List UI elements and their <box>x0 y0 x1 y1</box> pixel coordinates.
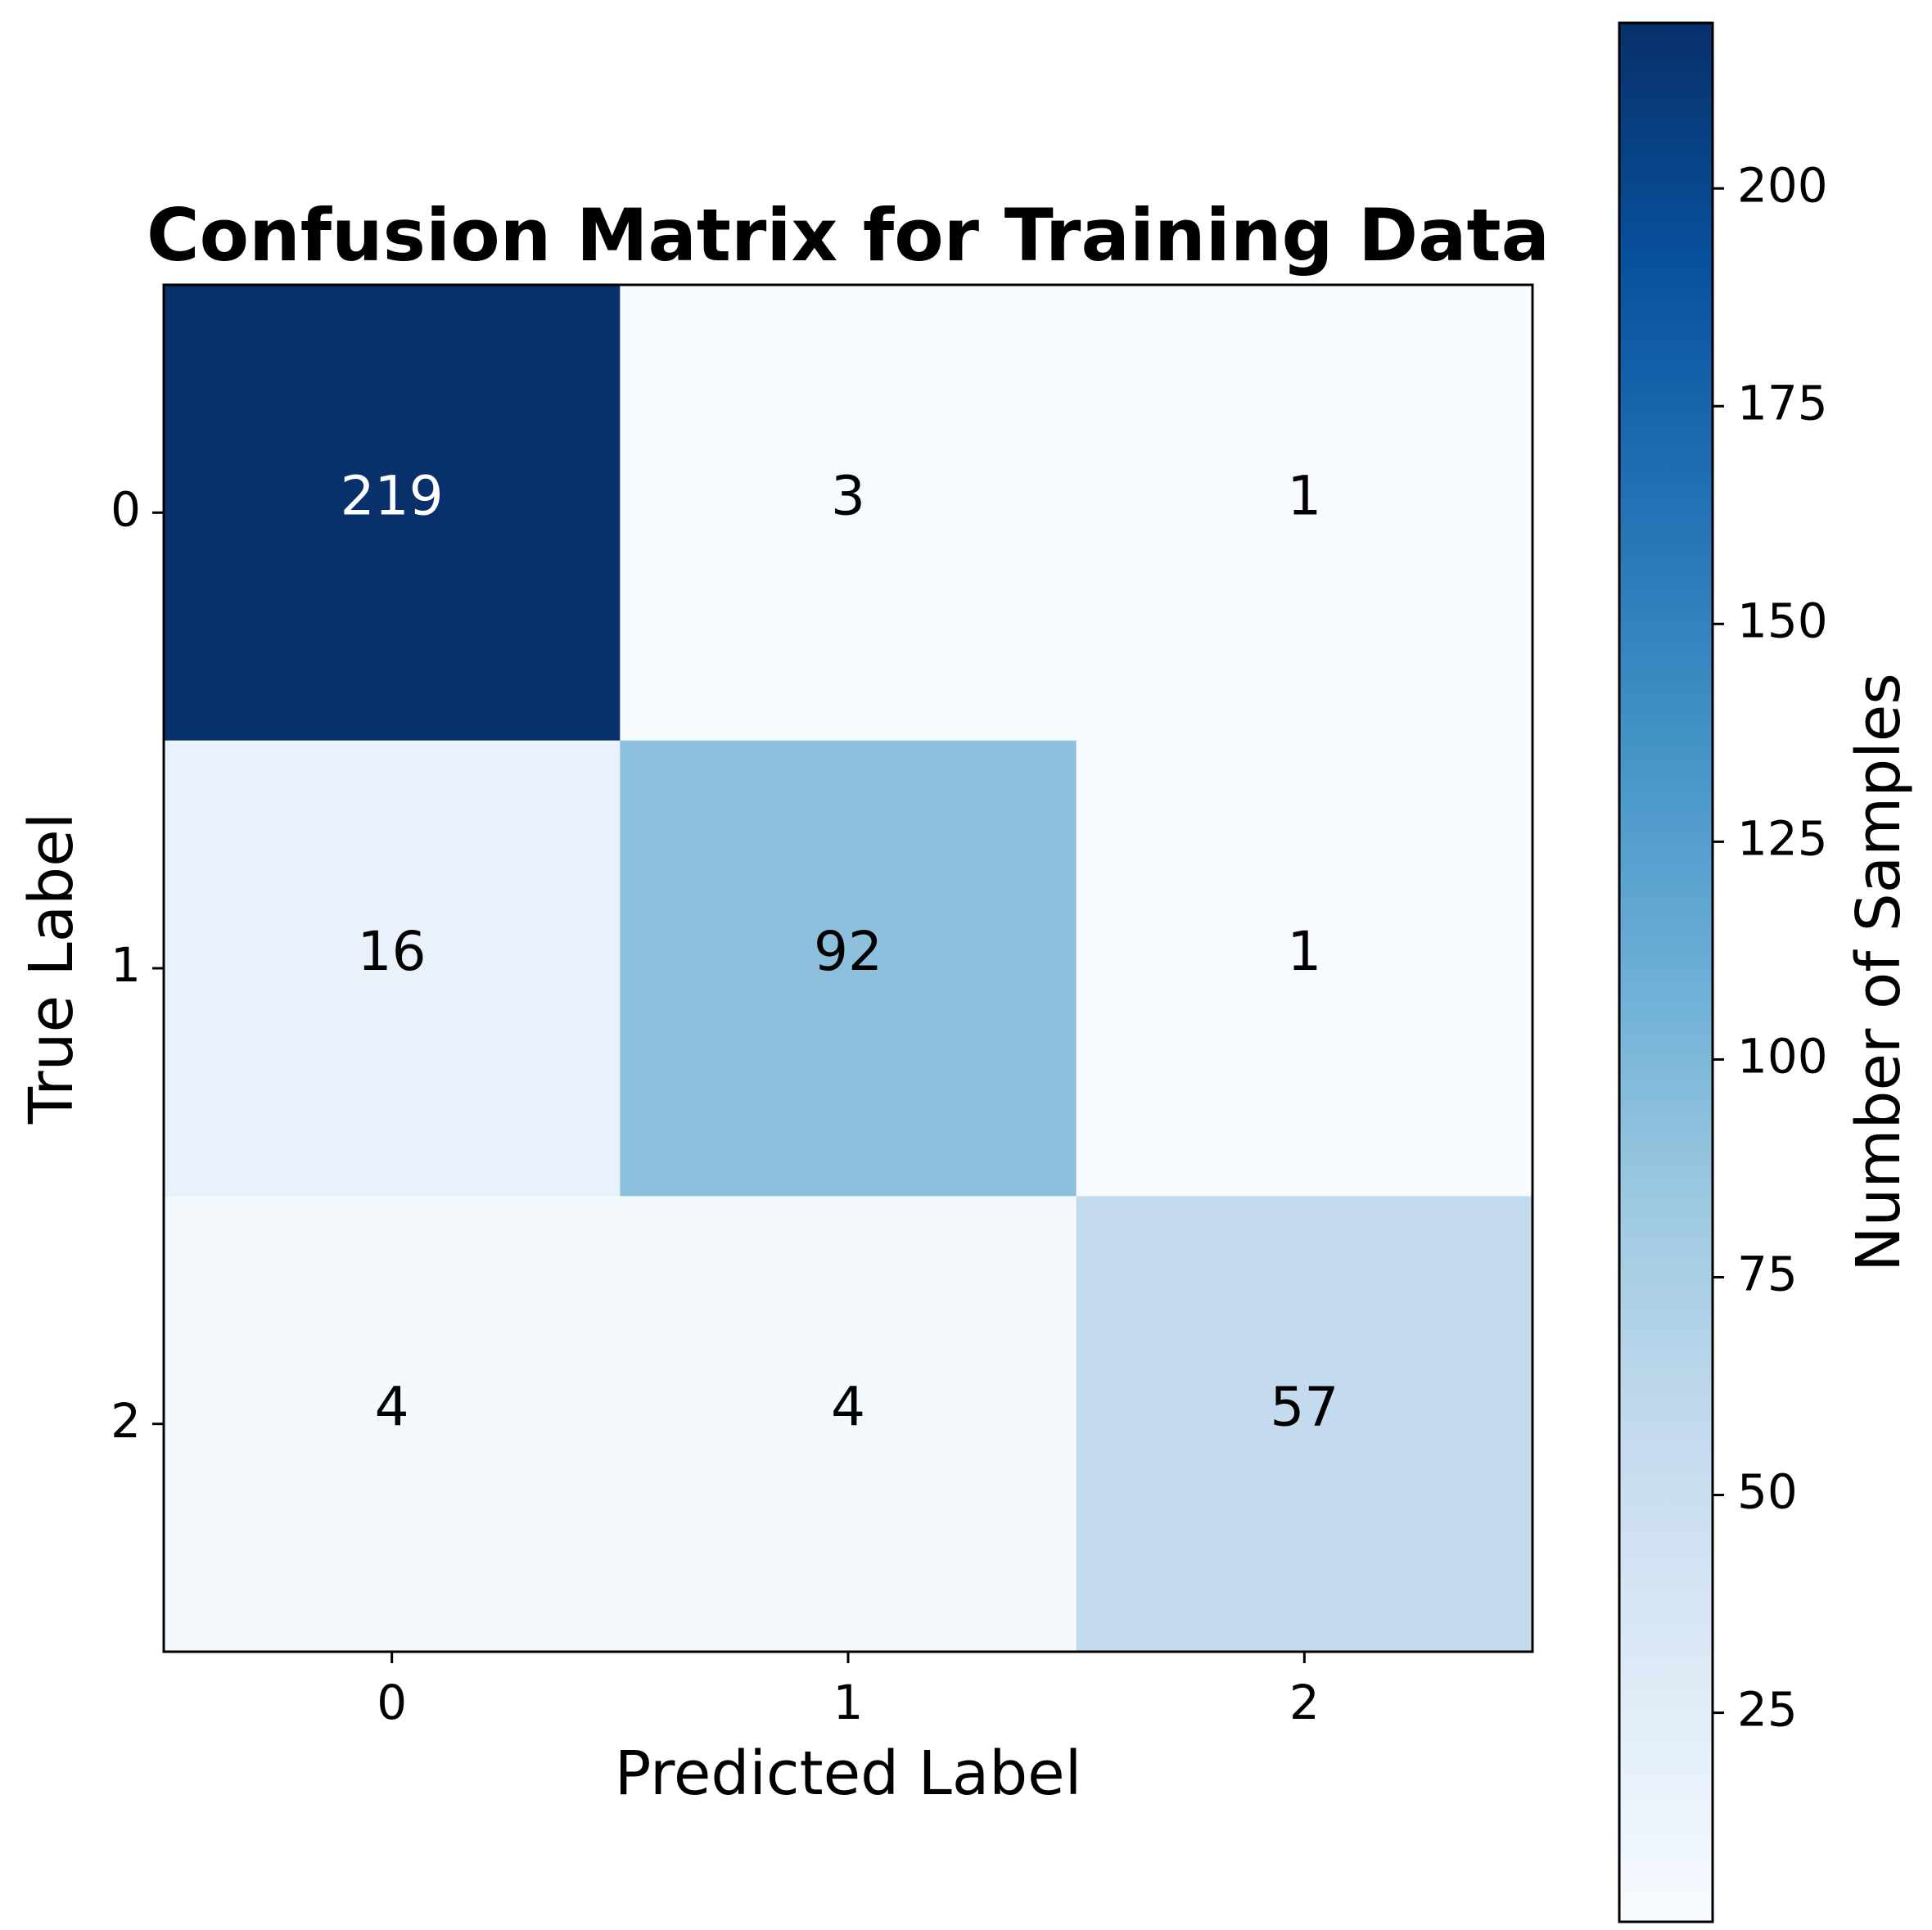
colorbar-tick-label: 200 <box>1737 157 1828 213</box>
y-tick-label: 0 <box>111 481 141 537</box>
cell-label-2-2: 57 <box>1270 1376 1338 1439</box>
x-tick-label: 0 <box>377 1675 407 1730</box>
x-tick-label: 2 <box>1289 1675 1320 1730</box>
cell-label-1-0: 16 <box>358 920 427 983</box>
cell-1-2 <box>1076 740 1533 1197</box>
cell-label-2-1: 4 <box>831 1376 865 1439</box>
cell-0-1 <box>620 285 1077 742</box>
colorbar-tick-label: 50 <box>1737 1464 1798 1520</box>
colorbar-tick-label: 125 <box>1737 810 1828 866</box>
x-axis-ticks: 0 1 2 <box>377 1652 1320 1730</box>
cell-label-0-0: 219 <box>341 464 444 527</box>
x-axis-label: Predicted Label <box>615 1738 1082 1809</box>
cell-label-1-1: 92 <box>814 920 882 983</box>
y-axis-ticks: 0 1 2 <box>111 481 164 1449</box>
cell-0-0 <box>164 285 621 742</box>
colorbar-ticks: 25 50 75 100 125 150 175 200 <box>1713 157 1828 1738</box>
cell-0-2 <box>1076 285 1533 742</box>
colorbar-tick-label: 100 <box>1737 1029 1828 1084</box>
cell-2-0 <box>164 1196 621 1653</box>
y-axis-label: True Label <box>16 813 87 1125</box>
x-tick-label: 1 <box>833 1675 864 1730</box>
cell-1-1 <box>620 740 1077 1197</box>
colorbar-tick-label: 75 <box>1737 1247 1798 1302</box>
colorbar-label: Number of Samples <box>1844 673 1914 1272</box>
cell-value-labels: 219 3 1 16 92 1 4 4 57 <box>341 464 1339 1438</box>
heatmap-cells <box>164 285 1533 1653</box>
y-tick-label: 1 <box>111 937 141 993</box>
cell-label-1-2: 1 <box>1287 920 1321 983</box>
cell-2-1 <box>620 1196 1077 1653</box>
cell-label-2-0: 4 <box>375 1376 409 1439</box>
chart-title: Confusion Matrix for Training Data <box>147 193 1550 277</box>
cell-1-0 <box>164 740 621 1197</box>
cell-label-0-2: 1 <box>1287 464 1321 527</box>
colorbar-tick-label: 25 <box>1737 1682 1798 1738</box>
colorbar <box>1618 21 1714 1923</box>
cell-2-2 <box>1076 1196 1533 1653</box>
y-tick-label: 2 <box>111 1393 141 1449</box>
colorbar-tick-label: 150 <box>1737 593 1828 648</box>
cell-label-0-1: 3 <box>831 464 865 527</box>
colorbar-tick-label: 175 <box>1737 375 1828 431</box>
